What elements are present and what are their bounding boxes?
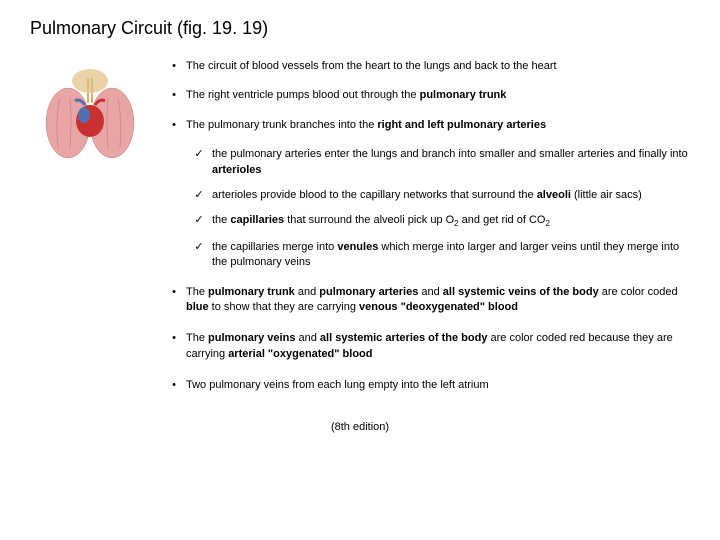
bullet-dot-icon: • bbox=[162, 59, 186, 74]
bullet-text: The pulmonary trunk branches into the ri… bbox=[186, 118, 690, 133]
content-area: • The circuit of blood vessels from the … bbox=[30, 59, 690, 409]
anatomy-diagram-icon bbox=[30, 63, 150, 173]
bullet-text: Two pulmonary veins from each lung empty… bbox=[186, 378, 690, 393]
bullet-dot-icon: • bbox=[162, 331, 186, 362]
bullet-item: • Two pulmonary veins from each lung emp… bbox=[162, 378, 690, 393]
sub-bullet-item: ✓ the capillaries merge into venules whi… bbox=[186, 240, 690, 271]
bullet-text: The right ventricle pumps blood out thro… bbox=[186, 88, 690, 103]
sub-bullet-text: the pulmonary arteries enter the lungs a… bbox=[212, 147, 690, 178]
bullet-text: The circuit of blood vessels from the he… bbox=[186, 59, 690, 74]
bullet-dot-icon: • bbox=[162, 88, 186, 103]
lower-bullet-list: • The pulmonary trunk and pulmonary arte… bbox=[162, 285, 690, 394]
sub-bullet-text: the capillaries that surround the alveol… bbox=[212, 213, 690, 229]
sub-bullet-item: ✓ arterioles provide blood to the capill… bbox=[186, 188, 690, 203]
checkmark-icon: ✓ bbox=[186, 188, 212, 203]
sub-bullet-list: ✓ the pulmonary arteries enter the lungs… bbox=[186, 147, 690, 270]
bullet-item: • The circuit of blood vessels from the … bbox=[162, 59, 690, 74]
sub-bullet-item: ✓ the capillaries that surround the alve… bbox=[186, 213, 690, 229]
sub-bullet-item: ✓ the pulmonary arteries enter the lungs… bbox=[186, 147, 690, 178]
edition-footer: (8th edition) bbox=[30, 421, 690, 433]
lungs-heart-figure bbox=[30, 63, 150, 173]
bullet-item: • The pulmonary veins and all systemic a… bbox=[162, 331, 690, 362]
bullet-item: • The pulmonary trunk branches into the … bbox=[162, 118, 690, 133]
checkmark-icon: ✓ bbox=[186, 240, 212, 271]
bullet-dot-icon: • bbox=[162, 118, 186, 133]
sub-bullet-text: the capillaries merge into venules which… bbox=[212, 240, 690, 271]
bullet-text: The pulmonary trunk and pulmonary arteri… bbox=[186, 285, 690, 316]
checkmark-icon: ✓ bbox=[186, 147, 212, 178]
bullet-item: • The pulmonary trunk and pulmonary arte… bbox=[162, 285, 690, 316]
bullet-text: The pulmonary veins and all systemic art… bbox=[186, 331, 690, 362]
bullet-dot-icon: • bbox=[162, 285, 186, 316]
sub-bullet-text: arterioles provide blood to the capillar… bbox=[212, 188, 690, 203]
bullet-dot-icon: • bbox=[162, 378, 186, 393]
bullet-list: • The circuit of blood vessels from the … bbox=[162, 59, 690, 409]
bullet-item: • The right ventricle pumps blood out th… bbox=[162, 88, 690, 103]
page-title: Pulmonary Circuit (fig. 19. 19) bbox=[30, 18, 690, 39]
checkmark-icon: ✓ bbox=[186, 213, 212, 229]
